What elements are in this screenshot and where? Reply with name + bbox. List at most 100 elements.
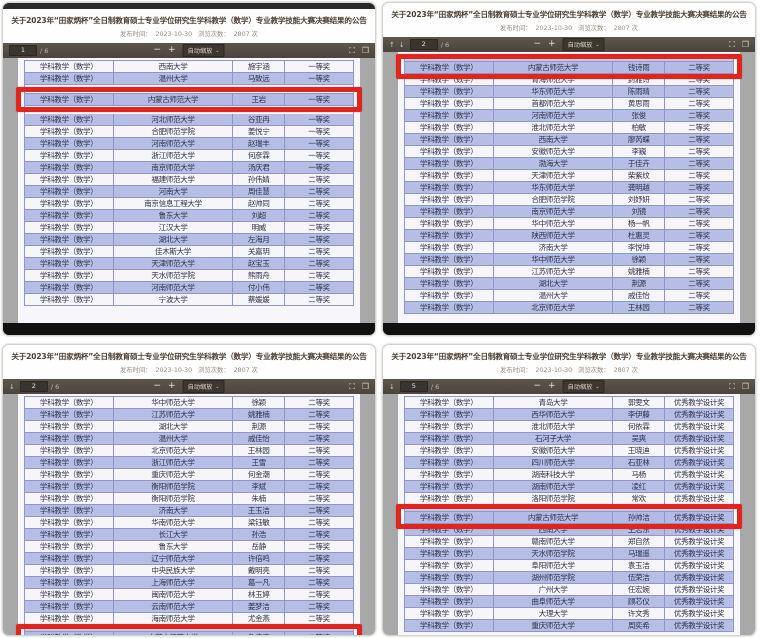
letterbox-strip bbox=[3, 323, 375, 335]
table-row: 学科教学（数学） 温州大学 戚佳怡 二等奖 bbox=[404, 290, 734, 302]
fullscreen-icon[interactable]: ⛶ bbox=[729, 39, 735, 49]
announcement-panel-4: 关于2023年“田家炳杯”全日制教育硕士专业学位研究生学科教学（数学）专业教学技… bbox=[382, 344, 756, 636]
pdf-viewer[interactable]: 学科教学（数学） 华中师范大学 徐颖 二等奖 学科教学（数学） 江苏师范大学 姚雅楠 二等奖学… bbox=[3, 394, 375, 635]
university-cell: 佳木斯大学 bbox=[114, 246, 234, 257]
presentation-icon[interactable]: ❐ bbox=[361, 381, 369, 391]
page-number-input[interactable]: 5 bbox=[399, 381, 428, 392]
table-row: 学科教学（数学） 华中师范大学 徐颖 二等奖 bbox=[24, 397, 354, 409]
zoom-out-button[interactable]: − bbox=[153, 381, 162, 391]
letterbox-strip bbox=[383, 323, 755, 335]
subject-cell: 学科教学（数学） bbox=[405, 620, 494, 631]
zoom-in-button[interactable]: + bbox=[168, 381, 176, 391]
subject-cell: 学科教学（数学） bbox=[405, 158, 494, 169]
university-cell: 合肥师范学院 bbox=[114, 126, 234, 137]
views-label: 浏览次数： bbox=[578, 25, 610, 32]
previous-page-icon[interactable]: ↑ bbox=[389, 40, 395, 49]
results-table: 学科教学（数学） 内蒙古师范大学 钱诗雨 二等奖 学科教学（数学） 青海师范大学 封雅诗 二等… bbox=[395, 54, 742, 314]
pdf-viewer[interactable]: 学科教学（数学） 内蒙古师范大学 钱诗雨 二等奖 学科教学（数学） 青海师范大学 封雅诗 二等… bbox=[383, 52, 755, 335]
zoom-in-button[interactable]: + bbox=[168, 45, 176, 55]
zoom-mode-select[interactable]: 自动缩放 ⌄ bbox=[182, 380, 225, 393]
award-cell: 二等奖 bbox=[688, 147, 710, 156]
zoom-in-button[interactable]: + bbox=[548, 39, 556, 49]
subject-cell: 学科教学（数学） bbox=[405, 266, 494, 277]
zoom-out-button[interactable]: − bbox=[153, 45, 162, 55]
subject-cell: 学科教学（数学） bbox=[405, 572, 494, 583]
university-cell: 天水师范学院 bbox=[114, 270, 234, 281]
university-cell: 西南大学 bbox=[114, 61, 234, 72]
university-cell: 西华师范大学 bbox=[494, 409, 614, 420]
name-cell: 何依霖 bbox=[613, 421, 665, 432]
subject-cell: 学科教学（数学） bbox=[405, 445, 494, 456]
page-number-input[interactable]: 1 bbox=[9, 45, 37, 56]
award-cell: 优秀教学设计奖 bbox=[673, 621, 725, 630]
table-row: 学科教学（数学） 长江大学 孙浩 二等奖 bbox=[24, 529, 354, 541]
table-row: 学科教学（数学） 青海师范大学 封雅诗 二等奖 bbox=[404, 74, 734, 86]
table-row: 学科教学（数学） 河北师范大学 谷亚冉 一等奖 bbox=[24, 114, 354, 126]
table-row: 学科教学（数学） 温州大学 马致远 一等奖 bbox=[24, 73, 354, 85]
page-number-input[interactable]: 2 bbox=[409, 39, 438, 50]
zoom-mode-select[interactable]: 自动缩放 ⌄ bbox=[562, 38, 605, 51]
zoom-mode-select[interactable]: 自动缩放 ⌄ bbox=[182, 44, 225, 57]
next-page-icon[interactable]: ↓ bbox=[389, 382, 395, 391]
subject-cell: 学科教学（数学） bbox=[25, 457, 114, 468]
chevron-down-icon: ⌄ bbox=[595, 383, 600, 390]
name-cell: 戴明亮 bbox=[233, 565, 285, 576]
university-cell: 青岛大学 bbox=[494, 397, 614, 408]
name-cell: 何彦霖 bbox=[233, 150, 285, 161]
presentation-icon[interactable]: ❐ bbox=[361, 45, 369, 55]
pdf-viewer[interactable]: 学科教学（数学） 青岛大学 郭雯文 优秀教学设计奖 学科教学（数学） 西华师范大学 李伊藤优… bbox=[383, 394, 755, 635]
award-cell: 一等奖 bbox=[308, 115, 330, 124]
chevron-down-icon: ⌄ bbox=[215, 47, 220, 54]
subject-cell: 学科教学（数学） bbox=[25, 553, 114, 564]
subject-cell: 学科教学（数学） bbox=[25, 61, 114, 72]
table-row: 学科教学（数学） 合肥师范学院 刘妤妍 二等奖 bbox=[404, 194, 734, 206]
presentation-icon[interactable]: ❐ bbox=[741, 39, 749, 49]
university-cell: 重庆师范大学 bbox=[494, 620, 614, 631]
pdf-viewer[interactable]: 学科教学（数学） 西南大学 施宇涵 一等奖 学科教学（数学） 温州大学 马致远 一等奖 学科教学… bbox=[3, 58, 375, 335]
presentation-icon[interactable]: ❐ bbox=[741, 381, 749, 391]
pdf-toolbar: 1 / 6 − + 自动缩放 ⌄ ⛶ ❐ bbox=[3, 43, 375, 58]
subject-cell: 学科教学（数学） bbox=[25, 421, 114, 432]
subject-cell: 学科教学（数学） bbox=[25, 613, 114, 624]
page-title: 关于2023年“田家炳杯”全日制教育硕士专业学位研究生学科教学（数学）专业教学技… bbox=[11, 16, 367, 25]
award-cell: 优秀教学设计奖 bbox=[673, 525, 725, 534]
university-cell: 首都师范大学 bbox=[494, 98, 614, 109]
table-row: 学科教学（数学） 阜阳师范大学 袁玉洁 优秀教学设计奖 bbox=[404, 560, 734, 572]
next-page-icon[interactable]: ↓ bbox=[398, 40, 405, 49]
subject-cell: 学科教学（数学） bbox=[25, 517, 114, 528]
university-cell: 河南师范大学 bbox=[114, 282, 234, 293]
award-cell: 二等奖 bbox=[308, 422, 330, 431]
zoom-mode-select[interactable]: 自动缩放 ⌄ bbox=[562, 380, 605, 393]
name-cell: 孙帅洁 bbox=[613, 512, 665, 523]
name-cell: 李巍 bbox=[613, 146, 665, 157]
next-page-icon[interactable]: ↓ bbox=[9, 382, 15, 391]
university-cell: 衡阳师范学院 bbox=[114, 493, 234, 504]
subject-cell: 学科教学（数学） bbox=[405, 596, 494, 607]
award-cell: 一等奖 bbox=[308, 62, 330, 71]
zoom-out-button[interactable]: − bbox=[533, 381, 542, 391]
table-row: 学科教学（数学） 温州大学 戚佳怡 二等奖 bbox=[24, 433, 354, 445]
award-cell: 二等奖 bbox=[308, 211, 330, 220]
fullscreen-icon[interactable]: ⛶ bbox=[349, 45, 355, 55]
subject-cell: 学科教学（数学） bbox=[405, 230, 494, 241]
fullscreen-icon[interactable]: ⛶ bbox=[349, 381, 355, 391]
table-row: 学科教学（数学） 鲁东大学 刘超 二等奖 bbox=[24, 210, 354, 222]
university-cell: 海南师范大学 bbox=[114, 613, 234, 624]
pdf-page: 学科教学（数学） 青岛大学 郭雯文 优秀教学设计奖 学科教学（数学） 西华师范大学 李伊藤优… bbox=[395, 394, 742, 635]
table-row: 学科教学（数学） 陕西师范大学 杜惠灵 二等奖 bbox=[404, 230, 734, 242]
university-cell: 华东师范大学 bbox=[494, 182, 614, 193]
zoom-out-button[interactable]: − bbox=[533, 39, 542, 49]
university-cell: 湖南师范大学 bbox=[494, 481, 614, 492]
table-row: 学科教学（数学） 佳木斯大学 关嘉玥 二等奖 bbox=[24, 246, 354, 258]
name-cell: 付小伟 bbox=[233, 282, 285, 293]
name-cell: 王林园 bbox=[233, 445, 285, 456]
subject-cell: 学科教学（数学） bbox=[25, 114, 114, 125]
award-cell: 二等奖 bbox=[285, 632, 353, 635]
zoom-in-button[interactable]: + bbox=[548, 381, 556, 391]
fullscreen-icon[interactable]: ⛶ bbox=[729, 381, 735, 391]
university-cell: 华中师范大学 bbox=[114, 397, 234, 408]
university-cell: 宁波大学 bbox=[114, 294, 234, 305]
award-cell: 二等奖 bbox=[308, 614, 330, 623]
university-cell: 天津师范大学 bbox=[494, 170, 614, 181]
page-number-input[interactable]: 2 bbox=[19, 381, 48, 392]
